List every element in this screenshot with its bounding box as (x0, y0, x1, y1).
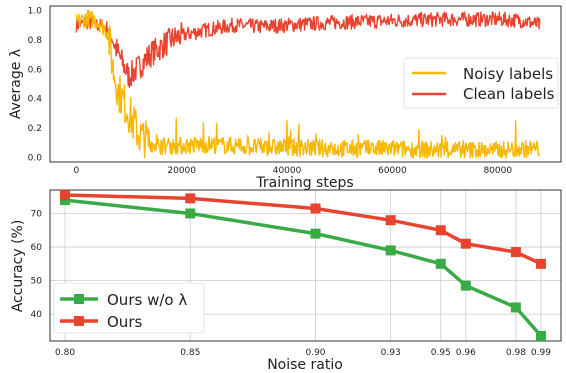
bottom-x-tick-label: 0.85 (180, 348, 200, 358)
bottom-x-tick-label: 0.93 (381, 348, 401, 358)
bottom-y-tick-label: 70 (31, 209, 43, 219)
top-legend: Noisy labels Clean labels (403, 57, 559, 109)
data-point-ours-wo-lambda (310, 228, 321, 239)
data-point-ours-wo-lambda (385, 245, 396, 256)
bottom-x-axis-label: Noise ratio (267, 357, 343, 373)
series-line-clean-labels (75, 11, 541, 89)
data-point-ours-wo-lambda (535, 330, 546, 341)
top-y-tick-label: 0.2 (28, 124, 42, 134)
bottom-y-tick-label: 40 (31, 310, 43, 320)
data-point-ours-wo-lambda (460, 280, 471, 291)
top-y-ticks: 0.0 0.2 0.4 0.6 0.8 1.0 (28, 6, 43, 163)
bottom-x-tick-label: 0.95 (431, 348, 451, 358)
data-point-ours-wo-lambda (435, 258, 446, 269)
bottom-x-tick-label: 0.96 (456, 348, 476, 358)
lambda-chart: 0 20000 40000 60000 80000 0.0 0.2 0.4 0.6 0.8 1.0… (8, 5, 562, 191)
top-y-tick-label: 0.8 (28, 36, 43, 46)
data-point-ours-wo-lambda (185, 208, 196, 219)
legend-marker-ours-wo (74, 294, 84, 304)
bottom-plot-frame (49, 189, 562, 342)
legend-label-ours-wo: Ours w/o λ (107, 291, 187, 309)
data-point-ours (185, 193, 196, 204)
data-point-ours-wo-lambda (60, 195, 71, 206)
data-point-ours (535, 258, 546, 269)
top-y-axis-label: Average λ (8, 49, 24, 119)
legend-label-ours: Ours (107, 313, 142, 331)
data-point-ours (435, 225, 446, 236)
bottom-y-tick-label: 60 (31, 243, 43, 253)
series-line-ours-wo-lambda (64, 198, 543, 338)
top-y-tick-label: 0.0 (28, 154, 43, 164)
top-x-ticks: 0 20000 40000 60000 80000 (73, 166, 512, 176)
bottom-x-ticks: 0.80 0.85 0.90 0.93 0.95 0.96 0.98 0.99 (55, 348, 551, 358)
legend-label-clean: Clean labels (463, 85, 555, 103)
data-point-ours-wo-lambda (510, 302, 521, 313)
bottom-legend: Ours w/o λ Ours (53, 282, 205, 334)
series-line-noisy-labels (75, 9, 541, 159)
legend-label-noisy: Noisy labels (463, 65, 553, 83)
data-point-ours (60, 190, 71, 201)
top-x-tick-label: 0 (73, 166, 79, 176)
accuracy-chart: 0.80 0.85 0.90 0.93 0.95 0.96 0.98 0.99 40 50 60 7… (10, 189, 562, 373)
data-point-ours (460, 238, 471, 249)
top-x-axis-label: Training steps (255, 175, 353, 191)
top-x-tick-label: 40000 (273, 166, 302, 176)
data-point-ours (310, 203, 321, 214)
bottom-series-lines (60, 190, 546, 341)
bottom-y-tick-label: 50 (31, 277, 43, 287)
top-x-tick-label: 20000 (167, 166, 196, 176)
bottom-y-ticks: 40 50 60 70 (31, 209, 43, 320)
data-point-ours (510, 247, 521, 258)
top-x-tick-label: 80000 (483, 166, 512, 176)
top-y-tick-label: 1.0 (28, 6, 43, 16)
bottom-x-tick-label: 0.99 (531, 348, 551, 358)
top-y-tick-label: 0.6 (28, 65, 43, 75)
data-point-ours (385, 215, 396, 226)
bottom-y-axis-label: Accuracy (%) (10, 220, 26, 313)
bottom-x-tick-label: 0.90 (305, 348, 325, 358)
bottom-x-tick-label: 0.98 (506, 348, 526, 358)
legend-marker-ours (74, 316, 84, 326)
bottom-x-tick-label: 0.80 (55, 348, 75, 358)
top-legend-box (403, 57, 559, 109)
top-x-tick-label: 60000 (378, 166, 407, 176)
top-plot-frame (49, 5, 562, 163)
series-line-ours (64, 193, 542, 266)
top-y-tick-label: 0.4 (28, 95, 43, 105)
top-series-lines (75, 9, 541, 159)
